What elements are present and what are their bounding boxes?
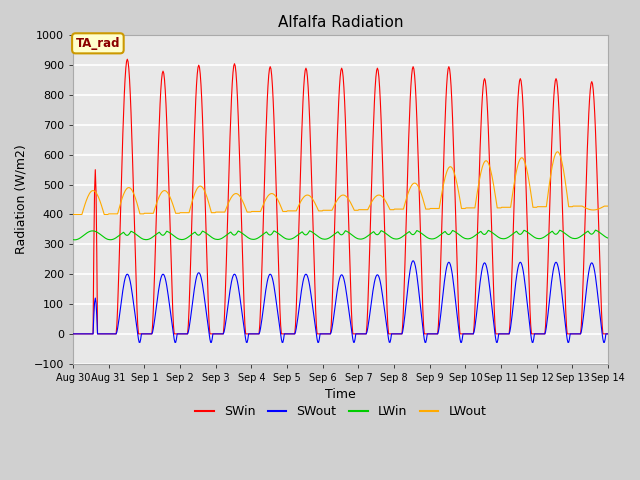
Title: Alfalfa Radiation: Alfalfa Radiation (278, 15, 403, 30)
Legend: SWin, SWout, LWin, LWout: SWin, SWout, LWin, LWout (190, 400, 491, 423)
Text: TA_rad: TA_rad (76, 37, 120, 50)
X-axis label: Time: Time (325, 388, 356, 401)
Y-axis label: Radiation (W/m2): Radiation (W/m2) (15, 144, 28, 254)
